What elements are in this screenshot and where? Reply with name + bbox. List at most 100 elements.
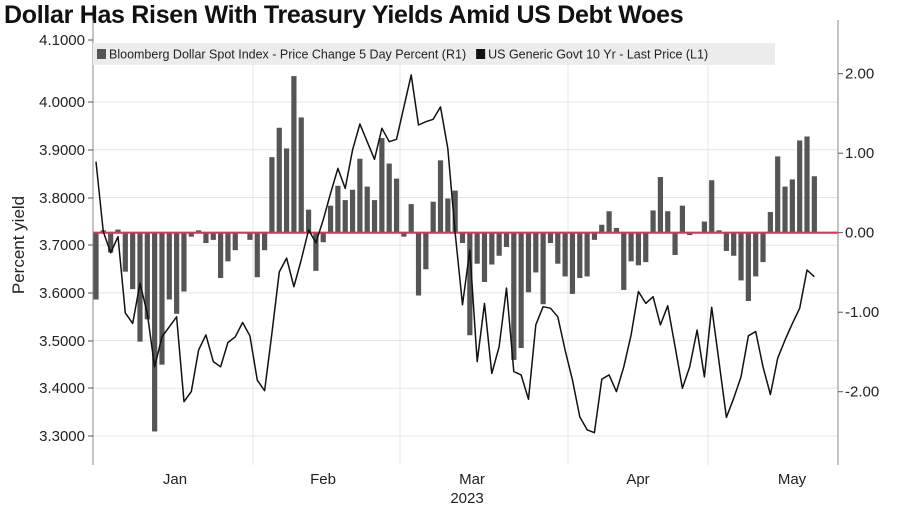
bar xyxy=(423,232,429,270)
legend-label-line: US Generic Govt 10 Yr - Last Price (L1) xyxy=(488,48,708,62)
bar xyxy=(811,176,817,233)
bar xyxy=(342,200,348,233)
bar xyxy=(650,210,656,233)
bar xyxy=(525,232,532,293)
left-tick-label: 3.9000 xyxy=(39,142,85,159)
bar xyxy=(738,232,744,281)
bar xyxy=(349,189,356,233)
bar xyxy=(635,232,642,266)
x-tick-label: May xyxy=(778,471,807,488)
bar xyxy=(305,209,312,233)
bar xyxy=(247,232,253,240)
bar xyxy=(723,232,729,251)
bar xyxy=(731,232,737,256)
bar xyxy=(386,163,392,233)
bar xyxy=(364,186,370,233)
bar xyxy=(496,232,502,256)
bar xyxy=(459,232,466,244)
gridlines xyxy=(93,65,838,465)
legend-swatch-bar xyxy=(97,49,106,59)
bar xyxy=(452,190,458,233)
bar xyxy=(775,156,781,233)
bar xyxy=(225,232,231,262)
bar xyxy=(709,180,715,233)
bar xyxy=(379,138,385,233)
bar xyxy=(393,178,400,233)
bar xyxy=(679,205,685,233)
bar xyxy=(401,232,407,237)
right-tick-label: 2.00 xyxy=(845,66,874,83)
bar xyxy=(269,157,275,233)
bar xyxy=(122,232,128,272)
left-tick-label: 4.1000 xyxy=(39,32,85,49)
left-tick-label: 3.5000 xyxy=(39,333,85,350)
bar xyxy=(672,232,678,255)
bar xyxy=(701,221,707,233)
bar xyxy=(657,177,664,233)
bar xyxy=(408,204,414,233)
bar-series xyxy=(93,76,838,432)
x-axis-year-label: 2023 xyxy=(450,490,483,507)
x-tick-label: Apr xyxy=(626,471,649,488)
bar xyxy=(159,232,165,365)
bar xyxy=(93,232,99,300)
bar xyxy=(283,148,290,233)
bar xyxy=(130,232,136,290)
bar xyxy=(547,232,554,244)
bar xyxy=(320,232,326,243)
left-tick-label: 3.8000 xyxy=(39,190,85,207)
bar xyxy=(467,232,473,336)
left-tick-label: 3.7000 xyxy=(39,237,85,254)
x-tick-label: Mar xyxy=(459,471,485,488)
bar xyxy=(196,230,202,233)
bar xyxy=(298,117,304,233)
bar xyxy=(745,232,751,302)
y-axis-label-left: Percent yield xyxy=(9,196,28,294)
bar xyxy=(430,201,436,233)
legend-swatch-line xyxy=(476,49,486,59)
bar xyxy=(643,232,649,263)
bar xyxy=(152,232,158,432)
bar xyxy=(628,232,634,262)
bar xyxy=(599,224,605,233)
right-tick-label: 1.00 xyxy=(845,145,874,162)
right-tick-label: -1.00 xyxy=(845,304,879,321)
bar xyxy=(562,232,568,277)
bar xyxy=(489,232,495,265)
line-series xyxy=(95,74,815,434)
bar xyxy=(291,76,297,233)
bar xyxy=(276,127,282,233)
bar xyxy=(518,232,524,348)
bar xyxy=(108,232,114,253)
bar xyxy=(174,232,180,314)
bar xyxy=(716,230,722,233)
bar xyxy=(613,227,620,233)
left-tick-label: 4.0000 xyxy=(39,94,85,111)
bar xyxy=(188,232,194,237)
bar xyxy=(261,232,268,251)
bar xyxy=(797,140,803,233)
bar xyxy=(481,232,488,282)
bar xyxy=(218,232,224,279)
bar xyxy=(210,232,216,240)
bar xyxy=(789,179,795,233)
bar xyxy=(357,158,363,233)
bar xyxy=(474,232,480,264)
bar xyxy=(569,232,576,294)
left-tick-label: 3.4000 xyxy=(39,380,85,397)
bar xyxy=(687,232,693,236)
legend: Bloomberg Dollar Spot Index - Price Chan… xyxy=(93,43,775,65)
bar xyxy=(584,232,590,277)
bar xyxy=(782,186,788,233)
bar xyxy=(115,229,121,233)
bar xyxy=(621,232,627,290)
bar xyxy=(203,232,209,244)
bar xyxy=(577,232,583,279)
bar xyxy=(445,198,451,233)
bar xyxy=(760,232,766,263)
bar xyxy=(606,211,612,233)
bar xyxy=(313,232,319,271)
left-tick-label: 3.3000 xyxy=(39,428,85,445)
